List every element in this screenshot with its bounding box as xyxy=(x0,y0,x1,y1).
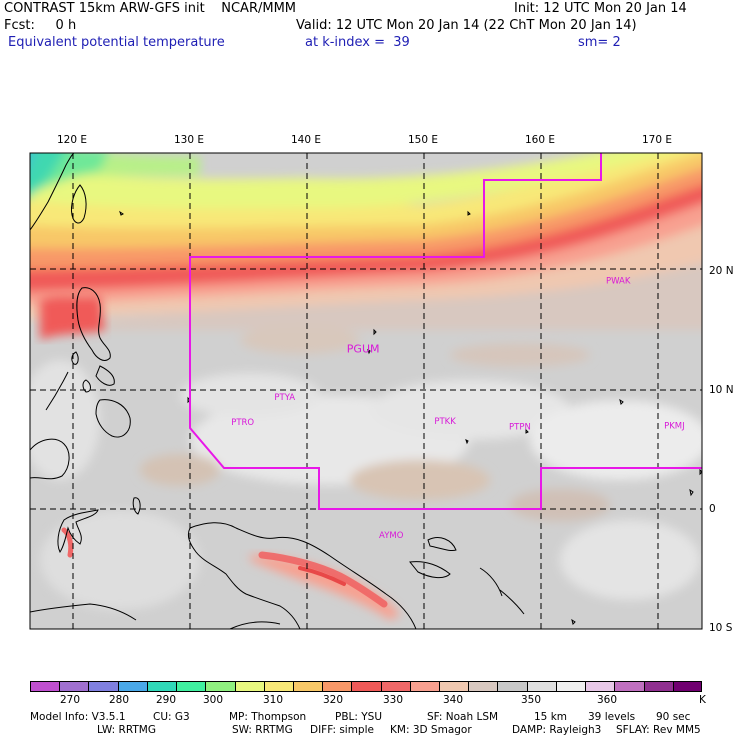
lat-label: 0 xyxy=(709,503,716,515)
colorbar-swatch xyxy=(468,681,498,692)
lat-label: 10 S xyxy=(709,622,733,634)
model-info-item: DIFF: simple xyxy=(310,724,374,736)
colorbar-swatch xyxy=(643,681,674,692)
forecast-hour: Fcst: 0 h xyxy=(4,18,77,33)
colorbar-tick-label: 330 xyxy=(383,694,404,706)
colorbar-swatch xyxy=(30,681,60,692)
colorbar-swatch xyxy=(672,681,703,692)
model-info-item: KM: 3D Smagor xyxy=(390,724,472,736)
station-label-ptro: PTRO xyxy=(231,418,254,428)
station-label-ptpn: PTPN xyxy=(509,423,531,433)
colorbar-swatch xyxy=(409,681,440,692)
colorbar-swatch xyxy=(263,681,294,692)
colorbar-tick-label: 310 xyxy=(263,694,284,706)
model-info-item: LW: RRTMG xyxy=(97,724,156,736)
station-labels: PWAK PGUM PTYA PTRO PTKK PTPN PKMJ AYMO xyxy=(231,276,684,541)
colorbar-swatch xyxy=(322,681,352,692)
lat-label: 10 N xyxy=(709,384,734,396)
domain-boundary xyxy=(189,153,702,510)
station-label-aymo: AYMO xyxy=(379,531,404,541)
field-shading xyxy=(30,153,702,629)
model-info-item: DAMP: Rayleigh3 xyxy=(512,724,602,736)
colorbar-unit: K xyxy=(699,694,706,706)
station-label-ptya: PTYA xyxy=(274,393,295,403)
lon-label: 170 E xyxy=(642,134,673,146)
colorbar-tick-label: 300 xyxy=(203,694,224,706)
colorbar-tick-label: 280 xyxy=(109,694,130,706)
colorbar-tick-label: 290 xyxy=(156,694,177,706)
smoothing: sm= 2 xyxy=(578,35,621,50)
field-name: Equivalent potential temperature xyxy=(8,35,225,50)
colorbar-swatch xyxy=(176,681,206,692)
lon-label: 160 E xyxy=(525,134,556,146)
colorbar-swatch xyxy=(380,681,411,692)
lon-label: 140 E xyxy=(291,134,322,146)
colorbar-swatch xyxy=(614,681,645,692)
station-label-pwak: PWAK xyxy=(606,276,631,286)
colorbar-tick-label: 270 xyxy=(60,694,81,706)
coastlines xyxy=(30,153,702,629)
colorbar-swatch xyxy=(351,681,382,692)
model-info-item: SF: Noah LSM xyxy=(427,711,499,723)
model-info-item: 15 km xyxy=(534,711,568,723)
model-info-item: CU: G3 xyxy=(153,711,190,723)
colorbar-swatch xyxy=(117,681,148,692)
lon-label: 120 E xyxy=(57,134,88,146)
colorbar-swatch xyxy=(555,681,586,692)
model-info-item: SFLAY: Rev MM5 xyxy=(616,724,701,736)
map-frame xyxy=(29,152,703,630)
lat-label: 20 N xyxy=(709,265,734,277)
colorbar-swatch xyxy=(234,681,265,692)
colorbar-tick-label: 340 xyxy=(443,694,464,706)
colorbar-swatch xyxy=(497,681,528,692)
colorbar-swatch xyxy=(205,681,235,692)
init-time: Init: 12 UTC Mon 20 Jan 14 xyxy=(514,1,687,16)
colorbar-swatch xyxy=(526,681,557,692)
colorbar-swatch xyxy=(146,681,177,692)
valid-time: Valid: 12 UTC Mon 20 Jan 14 (22 ChT Mon … xyxy=(296,18,637,33)
colorbar-swatch xyxy=(585,681,615,692)
model-info-item: PBL: YSU xyxy=(335,711,383,723)
model-info-item: 90 sec xyxy=(656,711,691,723)
lon-label: 150 E xyxy=(408,134,439,146)
station-label-pkmj: PKMJ xyxy=(664,422,685,432)
model-title: CONTRAST 15km ARW-GFS init NCAR/MMM xyxy=(4,1,297,16)
level-index: at k-index = 39 xyxy=(305,35,410,50)
colorbar-swatch xyxy=(439,681,469,692)
model-info-item: MP: Thompson xyxy=(229,711,307,723)
station-label-pgum: PGUM xyxy=(347,342,380,355)
colorbar-swatch xyxy=(88,681,119,692)
colorbar-tick-label: 350 xyxy=(521,694,542,706)
model-info-item: 39 levels xyxy=(588,711,636,723)
colorbar-swatch xyxy=(59,681,89,692)
model-info-item: SW: RRTMG xyxy=(232,724,293,736)
colorbar-tick-label: 320 xyxy=(323,694,344,706)
station-label-ptkk: PTKK xyxy=(434,417,456,427)
colorbar-swatch xyxy=(292,681,323,692)
lon-label: 130 E xyxy=(174,134,205,146)
model-info-item: Model Info: V3.5.1 xyxy=(30,711,126,723)
colorbar-tick-label: 360 xyxy=(597,694,618,706)
